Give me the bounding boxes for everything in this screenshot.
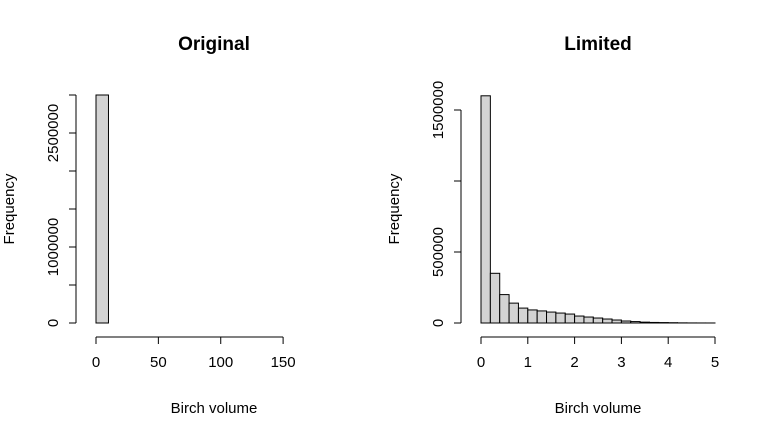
histogram-bar (639, 321, 650, 324)
y-tick-label: 1500000 (430, 81, 447, 139)
chart-title: Original (178, 34, 250, 55)
y-axis-label: Frequency (386, 173, 403, 244)
histogram-bar (555, 312, 566, 324)
x-tick-label: 0 (92, 354, 100, 371)
histogram-bar (480, 95, 491, 324)
histogram-bar (611, 319, 622, 324)
histogram-bar (620, 320, 632, 324)
histogram-bar (583, 316, 594, 324)
x-tick-label: 0 (477, 354, 485, 371)
x-tick-label: 4 (664, 354, 672, 371)
x-tick-label: 3 (617, 354, 625, 371)
histogram-bar (95, 94, 109, 324)
histogram-bar (546, 311, 557, 324)
x-tick-label: 5 (711, 354, 719, 371)
y-tick-label: 0 (430, 319, 447, 327)
x-axis-label: Birch volume (555, 400, 642, 417)
y-axis-label: Frequency (1, 173, 18, 244)
histogram-bar (517, 307, 529, 324)
x-tick-label: 100 (208, 354, 233, 371)
histogram-bar (489, 272, 501, 324)
y-tick-label: 500000 (430, 227, 447, 277)
y-tick-label: 0 (45, 319, 62, 327)
histogram-bar (574, 315, 585, 324)
histogram-bar (630, 321, 641, 324)
x-tick-label: 2 (570, 354, 578, 371)
chart-title: Limited (564, 34, 632, 55)
y-tick-label: 1000000 (45, 218, 62, 276)
x-tick-label: 150 (271, 354, 296, 371)
histogram-bar (592, 317, 604, 324)
x-tick-label: 1 (524, 354, 532, 371)
histogram-bar (527, 309, 538, 324)
histogram-bar (564, 313, 576, 324)
histogram-bar (648, 321, 660, 324)
histogram-bar (499, 294, 510, 324)
histogram-bar (602, 318, 613, 324)
histogram-bar (536, 310, 548, 324)
y-tick-label: 2500000 (45, 104, 62, 162)
histogram-bar (508, 302, 519, 324)
x-axis-label: Birch volume (171, 400, 258, 417)
x-tick-label: 50 (150, 354, 167, 371)
